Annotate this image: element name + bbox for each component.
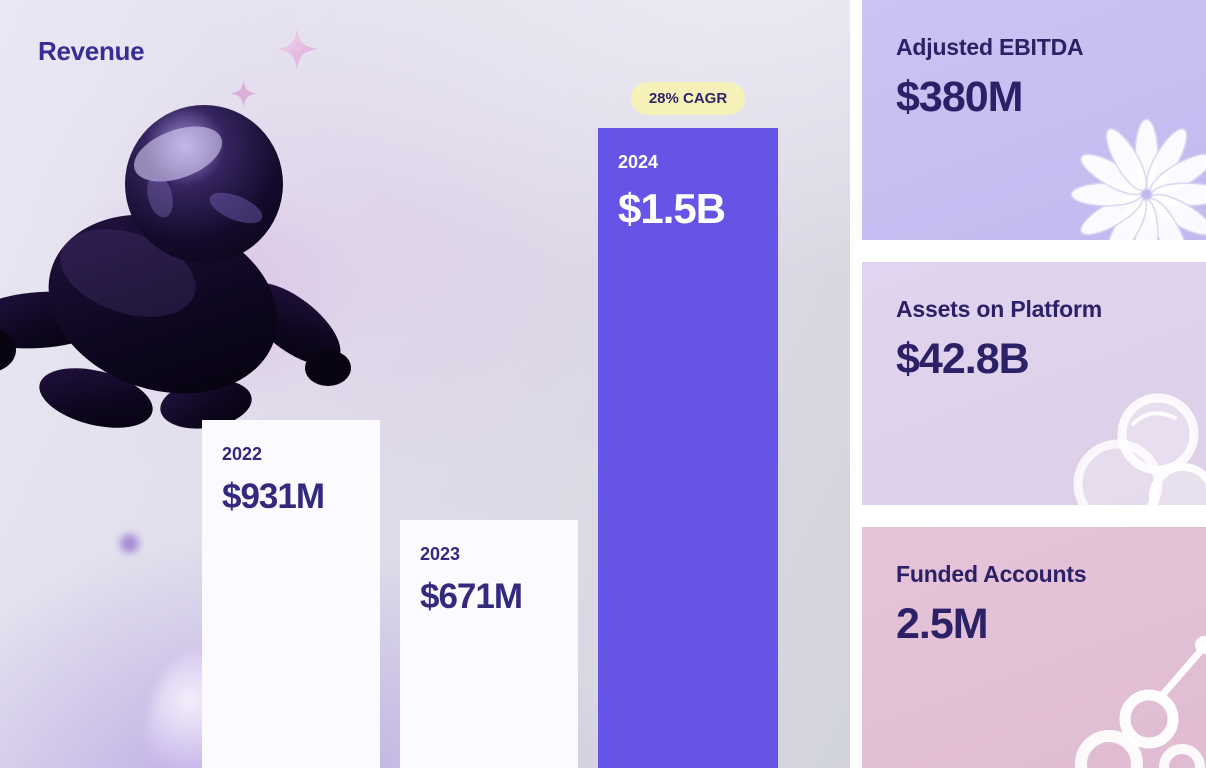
metric-label: Assets on Platform — [896, 296, 1103, 322]
bar-year-label: 2022 — [222, 444, 263, 464]
metric-label: Adjusted EBITDA — [896, 34, 1084, 60]
chart-title: Revenue — [38, 36, 145, 66]
metric-cards-column: Adjusted EBITDA $380M — [862, 0, 1206, 768]
cagr-badge: 28% CAGR — [630, 82, 746, 115]
bar-value-label: $1.5B — [618, 185, 726, 232]
metric-value: $380M — [896, 73, 1023, 121]
knot-decoration-icon — [1075, 636, 1206, 768]
sparkle-icon — [276, 28, 318, 70]
metric-value: 2.5M — [896, 600, 989, 648]
metric-card-funded-accounts: Funded Accounts 2.5M — [862, 527, 1206, 768]
bar-year-label: 2023 — [420, 544, 461, 564]
bar-value-label: $671M — [420, 577, 523, 616]
revenue-bar-2022: 2022 $931M — [202, 420, 380, 768]
revenue-bar-2023: 2023 $671M — [400, 520, 578, 768]
metric-card-assets-on-platform: Assets on Platform $42.8B — [862, 262, 1206, 505]
background-dot — [120, 534, 139, 553]
coil-decoration-icon — [1070, 118, 1206, 240]
revenue-bar-2024: 2024 $1.5B — [598, 128, 778, 768]
glass-rings-decoration-icon — [1073, 393, 1206, 505]
cagr-badge-wrap: 28% CAGR — [598, 82, 778, 115]
metric-label: Funded Accounts — [896, 561, 1087, 587]
sparkle-icon — [230, 80, 257, 107]
revenue-chart-panel: Revenue — [0, 0, 850, 768]
bar-value-label: $931M — [222, 477, 325, 516]
astronaut-illustration — [0, 105, 368, 429]
bar-year-label: 2024 — [618, 152, 659, 172]
metric-value: $42.8B — [896, 335, 1030, 383]
metric-card-adjusted-ebitda: Adjusted EBITDA $380M — [862, 0, 1206, 240]
